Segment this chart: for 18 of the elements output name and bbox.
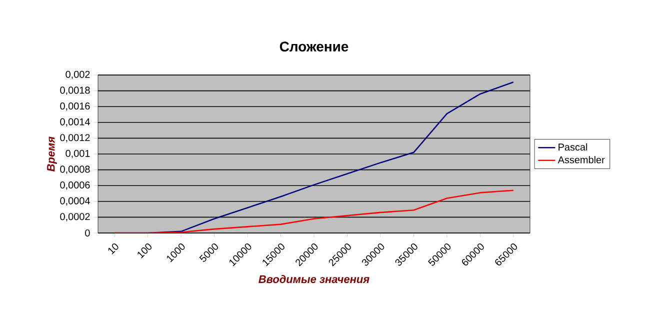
y-tick-label: 0,0008 [60, 166, 90, 174]
y-tick-label: 0,0004 [60, 197, 90, 206]
y-tick-label: 0,0016 [60, 102, 90, 111]
x-axis-title: Вводимые значения [258, 275, 370, 284]
y-tick-label: 0,0014 [60, 118, 90, 127]
x-tick-label: 10 [108, 244, 118, 254]
y-tick-label: 0,0012 [60, 134, 90, 142]
y-tick-label: 0,0002 [60, 213, 90, 222]
legend-label: Assembler [558, 156, 605, 164]
chart-title: Сложение [280, 42, 348, 52]
y-tick-label: 0,002 [66, 70, 90, 80]
y-tick-label: 0 [85, 229, 90, 237]
y-tick-label: 0,0018 [60, 86, 90, 95]
y-tick-label: 0,0006 [60, 181, 90, 190]
y-axis-title: Время [47, 136, 57, 172]
y-tick-label: 0,001 [66, 150, 90, 158]
legend-label: Pascal [558, 143, 588, 151]
x-tick-label: 100 [138, 244, 152, 258]
